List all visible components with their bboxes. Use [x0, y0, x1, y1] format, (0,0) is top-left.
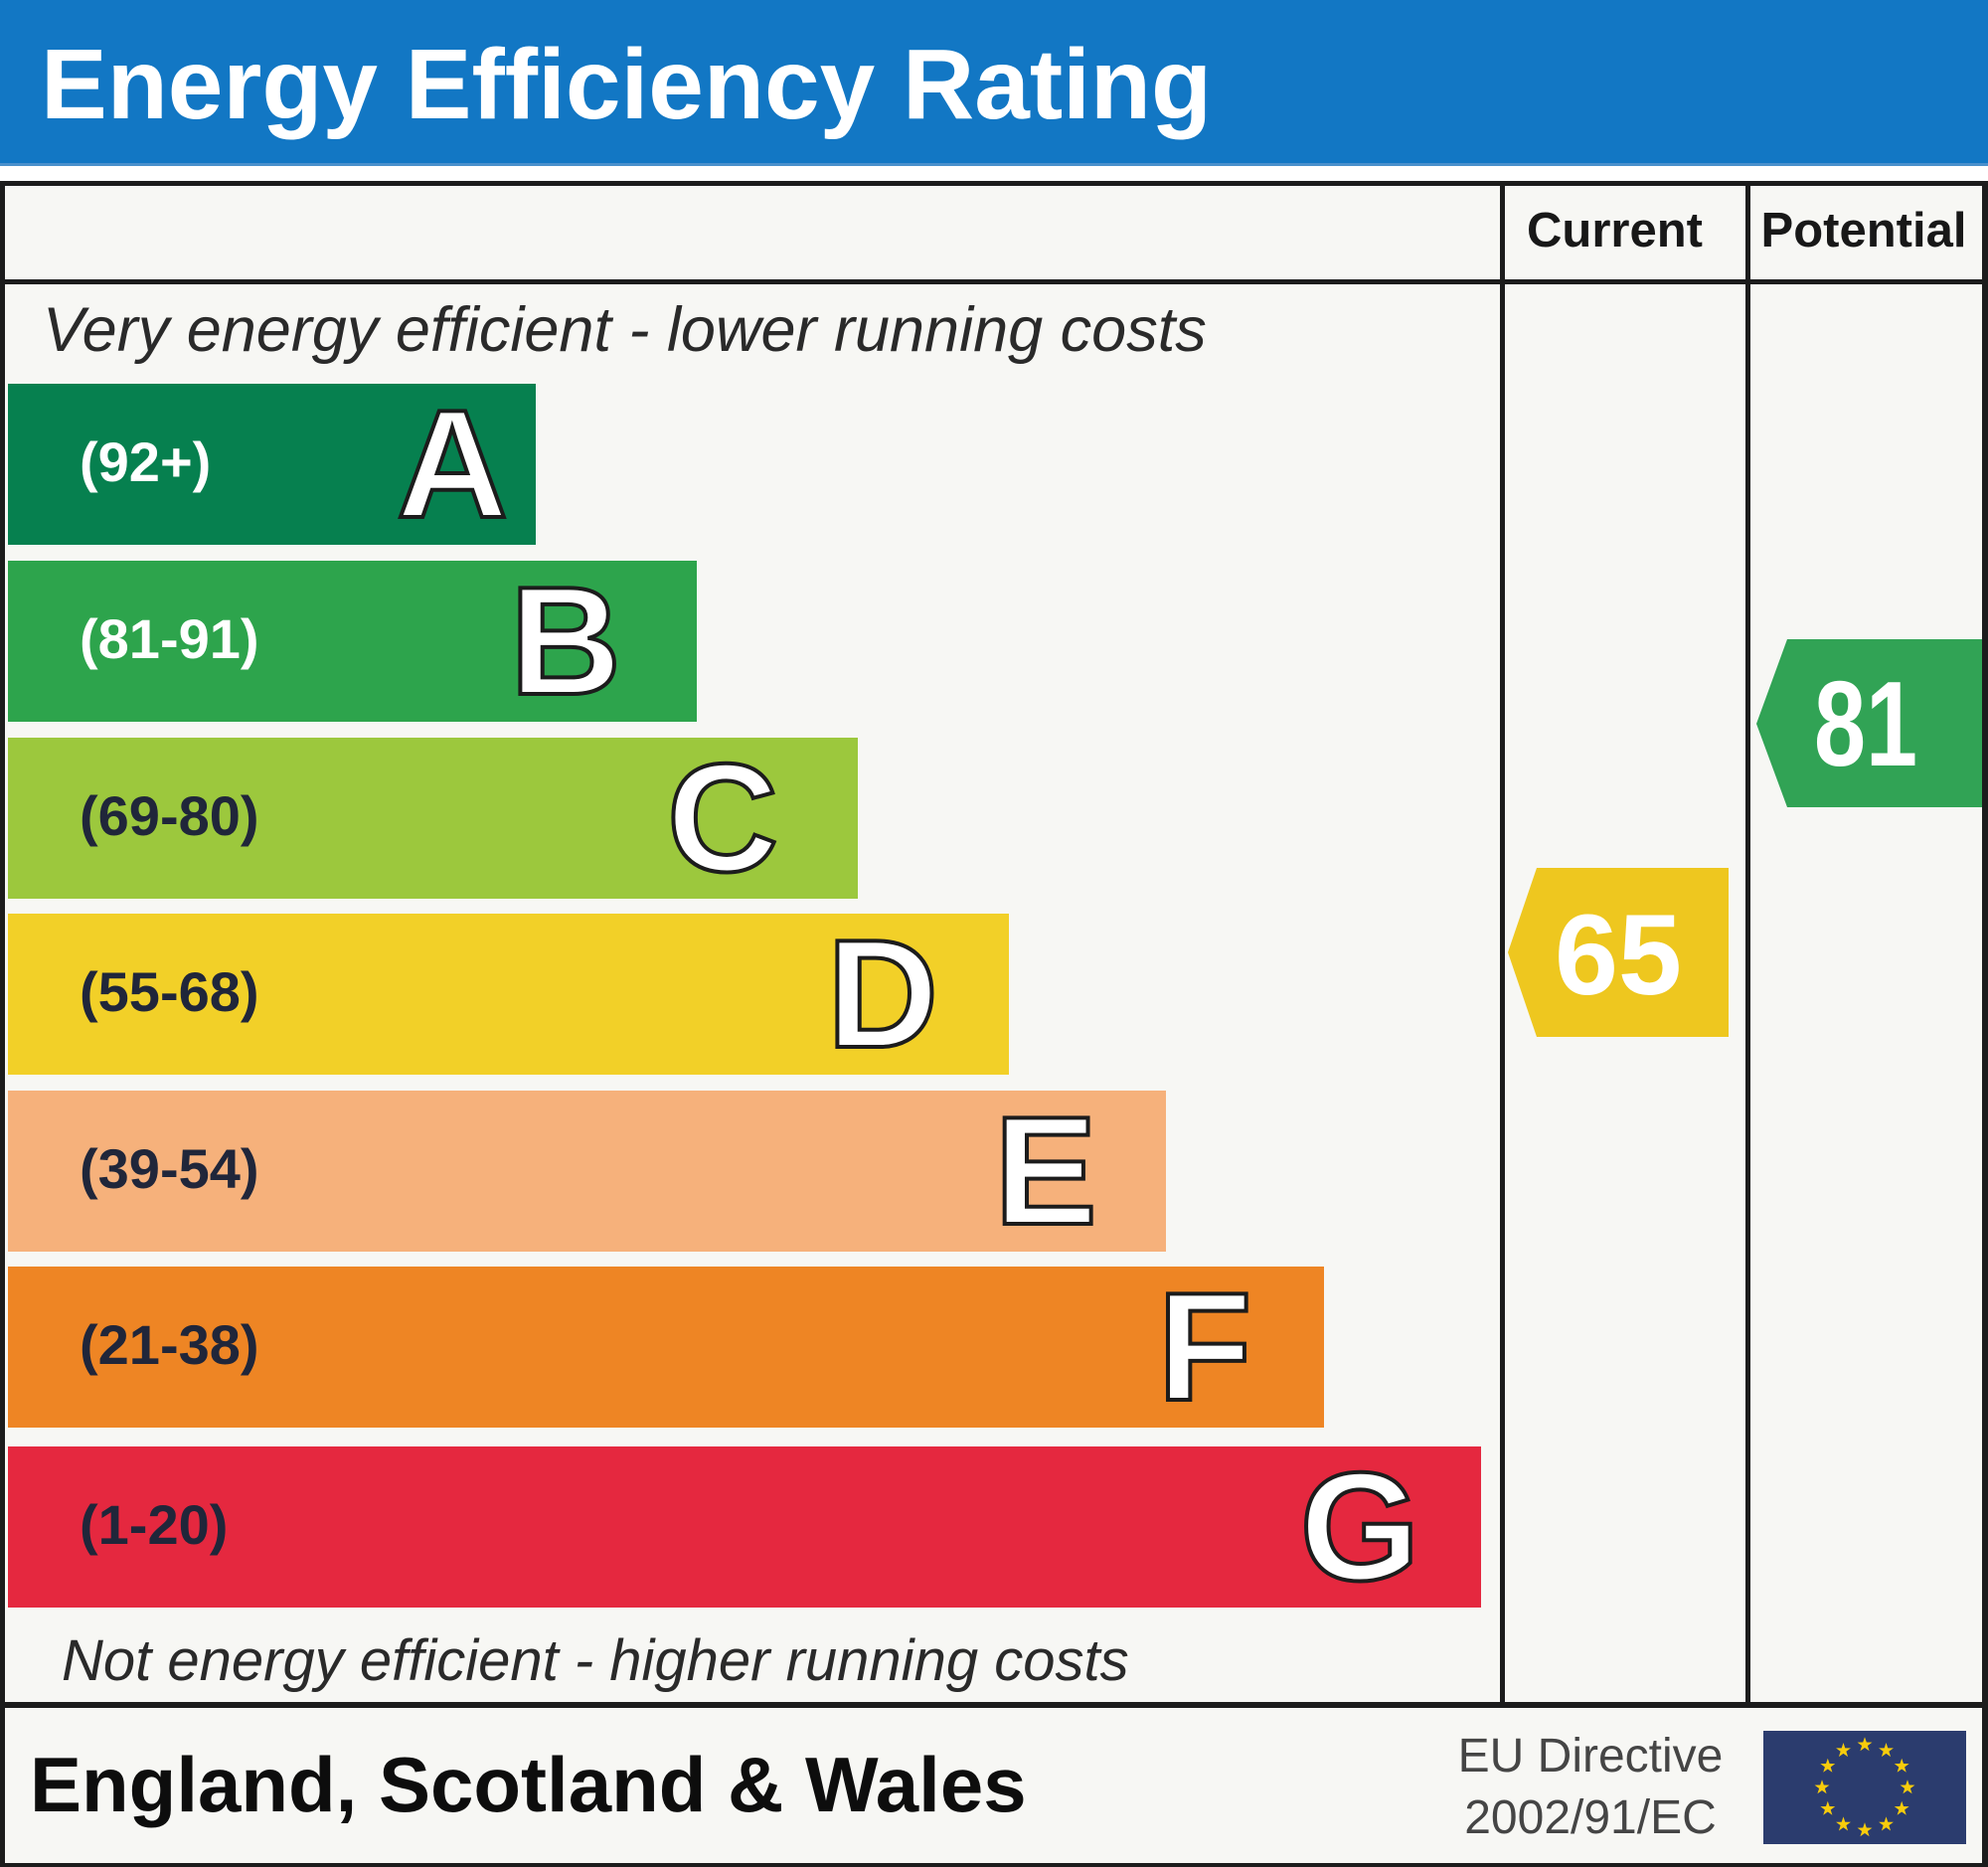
svg-text:65: 65: [1555, 892, 1682, 1019]
svg-text:81: 81: [1814, 656, 1917, 791]
